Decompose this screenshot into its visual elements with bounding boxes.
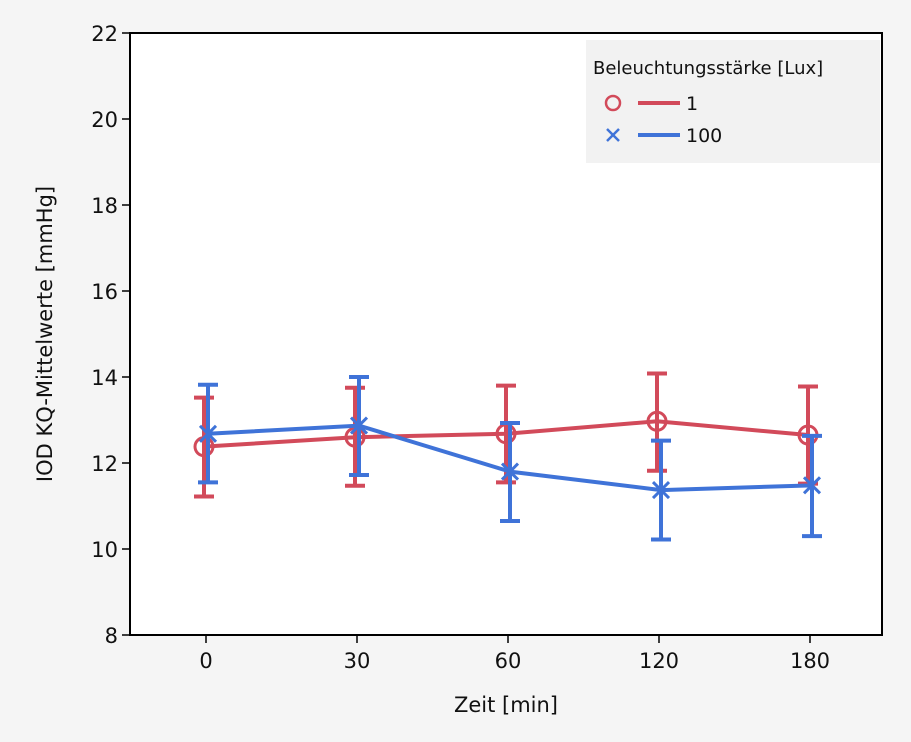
y-tick-label: 14 [91,366,118,390]
x-marker-stroke [198,424,218,443]
legend-label: 100 [686,125,722,147]
series-1 [193,371,819,499]
x-tick-label: 0 [199,649,212,673]
legend-circle-marker [604,94,622,112]
legend-x-marker-stroke [606,128,620,142]
x-marker-stroke [802,476,822,495]
x-tick-label: 30 [344,649,371,673]
x-marker [349,416,369,435]
x-marker [500,462,520,481]
x-tick-label: 120 [639,649,679,673]
y-tick-label: 8 [105,624,118,648]
legend-item-2: 100 [606,125,722,147]
x-marker-stroke [349,416,369,435]
y-axis: 8 10 12 14 16 18 20 22 [91,22,130,648]
y-tick-label: 18 [91,194,118,218]
y-tick-label: 16 [91,280,118,304]
legend-item-1: 1 [604,93,698,115]
x-marker [198,424,218,443]
series-2 [198,375,822,542]
x-tick-label: 60 [495,649,522,673]
y-axis-title: IOD KQ-Mittelwerte [mmHg] [33,186,57,482]
circle-marker [646,410,668,432]
legend-title: Beleuchtungsstärke [Lux] [593,58,823,79]
x-tick-label: 180 [790,649,830,673]
legend-background [586,40,880,163]
legend-label: 1 [686,93,698,115]
series-layer [193,371,822,542]
x-marker [651,481,671,500]
series-line [203,419,809,449]
x-marker-stroke [500,462,520,481]
x-axis-title: Zeit [min] [454,693,558,717]
y-tick-label: 20 [91,108,118,132]
y-tick-label: 12 [91,452,118,476]
x-axis: 0 30 60 120 180 [199,635,830,673]
y-tick-label: 10 [91,538,118,562]
x-marker [802,476,822,495]
y-tick-label: 22 [91,22,118,46]
x-marker-stroke [651,481,671,500]
